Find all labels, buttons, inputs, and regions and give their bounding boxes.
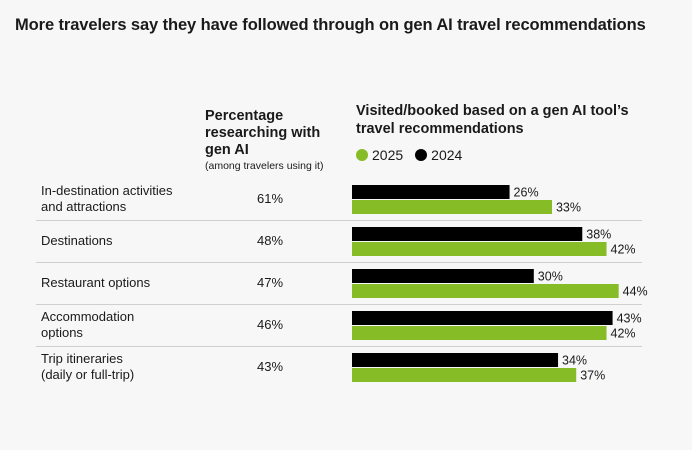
bar-2024 <box>352 269 534 283</box>
category-label-line: and attractions <box>41 199 127 214</box>
bar-2025 <box>352 200 552 214</box>
category-label: Restaurant options <box>41 275 211 291</box>
researching-pct: 48% <box>256 233 284 248</box>
bar-2024 <box>352 311 613 325</box>
column-header-researching-text: Percentage researching with gen AI <box>205 108 321 158</box>
legend-dot-2024 <box>415 149 428 161</box>
bar-2025 <box>352 242 607 256</box>
column-header-researching: Percentage researching with gen AI (amon… <box>205 108 340 173</box>
column-header-booked: Visited/booked based on a gen AI tool’s … <box>356 103 629 137</box>
category-label-line: Trip itineraries <box>41 351 123 366</box>
bar-2024 <box>352 353 559 367</box>
category-label-line: Destinations <box>41 233 113 248</box>
legend-item-2024: 2024 <box>415 147 462 163</box>
category-label: Trip itineraries (daily or full-trip) <box>41 351 211 383</box>
legend-item-2025: 2025 <box>356 147 403 163</box>
researching-pct: 43% <box>256 359 284 374</box>
row-divider <box>36 304 642 305</box>
bar-2024 <box>352 185 510 199</box>
researching-pct: 46% <box>256 317 284 332</box>
category-label: Accommodation options <box>41 309 211 341</box>
row-divider <box>36 220 642 221</box>
researching-pct: 47% <box>256 275 284 290</box>
bar-value-label-2024: 26% <box>514 186 539 200</box>
bar-value-label-2025: 37% <box>580 369 605 383</box>
bar-2025 <box>352 326 607 340</box>
column-header-researching-sub: (among travelers using it) <box>205 160 324 172</box>
bar-value-label-2024: 38% <box>586 228 611 242</box>
row-divider <box>36 346 642 347</box>
bar-value-label-2025: 42% <box>611 327 636 341</box>
chart-title: More travelers say they have followed th… <box>15 16 646 34</box>
row-divider <box>36 262 642 263</box>
bar-value-label-2025: 44% <box>623 285 648 299</box>
bar-value-label-2025: 42% <box>611 243 636 257</box>
bar-value-label-2024: 43% <box>617 312 642 326</box>
bar-2025 <box>352 368 577 382</box>
category-label: In-destination activities and attractions <box>41 183 211 215</box>
researching-pct: 61% <box>256 191 284 206</box>
bar-2025 <box>352 284 619 298</box>
legend: 2025 2024 <box>356 147 474 163</box>
legend-label-2025: 2025 <box>372 147 404 163</box>
bar-2024 <box>352 227 583 241</box>
category-label-line: (daily or full-trip) <box>41 367 135 382</box>
category-label: Destinations <box>41 233 211 249</box>
bar-value-label-2024: 34% <box>562 354 587 368</box>
bar-value-label-2025: 33% <box>556 201 581 215</box>
legend-dot-2025 <box>356 149 368 161</box>
category-label-line: Restaurant options <box>41 275 151 290</box>
legend-label-2024: 2024 <box>431 147 463 163</box>
bar-value-label-2024: 30% <box>538 270 563 284</box>
category-label-line: In-destination activities <box>41 183 173 198</box>
category-label-line: Accommodation <box>41 309 135 324</box>
category-label-line: options <box>41 325 83 340</box>
